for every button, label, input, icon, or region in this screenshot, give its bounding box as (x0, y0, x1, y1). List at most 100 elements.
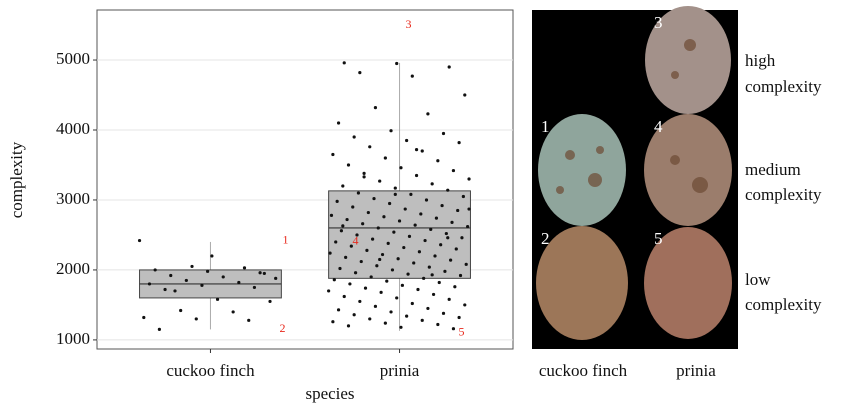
egg-label: 4 (654, 117, 663, 136)
point (426, 307, 429, 310)
point (394, 193, 397, 196)
point (425, 198, 428, 201)
annotation: 3 (406, 17, 412, 31)
point (336, 200, 339, 203)
point (330, 214, 333, 217)
point (399, 166, 402, 169)
point (439, 243, 442, 246)
point (431, 182, 434, 185)
point (421, 319, 424, 322)
point (368, 145, 371, 148)
point (422, 277, 425, 280)
point (347, 163, 350, 166)
point (138, 239, 141, 242)
point (268, 300, 271, 303)
point (163, 288, 166, 291)
point (200, 284, 203, 287)
point (190, 265, 193, 268)
annotation: 2 (279, 321, 285, 335)
point (362, 172, 365, 175)
row-label: high (745, 51, 776, 70)
point (467, 177, 470, 180)
y-tick-label: 5000 (56, 49, 90, 68)
point (173, 289, 176, 292)
point (358, 71, 361, 74)
point (385, 280, 388, 283)
point (384, 156, 387, 159)
point (405, 315, 408, 318)
point (406, 273, 409, 276)
point (463, 303, 466, 306)
point (391, 268, 394, 271)
point (232, 310, 235, 313)
point (377, 226, 380, 229)
point (446, 236, 449, 239)
x-tick-label: cuckoo finch (166, 361, 255, 380)
point (411, 75, 414, 78)
point (142, 316, 145, 319)
point (452, 327, 455, 330)
x-tick-label: prinia (380, 361, 420, 380)
point (448, 298, 451, 301)
point (222, 275, 225, 278)
point (358, 300, 361, 303)
y-tick-label: 3000 (56, 189, 90, 208)
point (370, 275, 373, 278)
point (442, 132, 445, 135)
point (340, 229, 343, 232)
point (154, 268, 157, 271)
point (327, 289, 330, 292)
point (216, 298, 219, 301)
point (467, 207, 470, 210)
point (378, 258, 381, 261)
point (394, 186, 397, 189)
point (445, 232, 448, 235)
point (412, 261, 415, 264)
point (361, 222, 364, 225)
point (148, 282, 151, 285)
point (381, 253, 384, 256)
point (438, 281, 441, 284)
point (433, 254, 436, 257)
annotation: 4 (353, 234, 359, 248)
point (371, 238, 374, 241)
point (442, 312, 445, 315)
point (210, 254, 213, 257)
row-label: complexity (745, 77, 822, 96)
point (463, 93, 466, 96)
annotation: 1 (282, 232, 288, 246)
point (367, 211, 370, 214)
egg-label: 5 (654, 229, 663, 248)
point (465, 263, 468, 266)
point (450, 221, 453, 224)
point (328, 252, 331, 255)
point (365, 249, 368, 252)
point (360, 260, 363, 263)
point (353, 135, 356, 138)
point (378, 179, 381, 182)
point (374, 305, 377, 308)
point (415, 174, 418, 177)
point (440, 204, 443, 207)
point (354, 271, 357, 274)
column-label: cuckoo finch (539, 361, 628, 380)
egg-label: 1 (541, 117, 550, 136)
point (375, 264, 378, 267)
point (414, 224, 417, 227)
point (338, 267, 341, 270)
point (399, 326, 402, 329)
point (345, 218, 348, 221)
box (329, 191, 471, 278)
point (416, 288, 419, 291)
point (398, 219, 401, 222)
row-label: medium (745, 160, 801, 179)
point (395, 62, 398, 65)
point (384, 322, 387, 325)
point (331, 153, 334, 156)
point (466, 225, 469, 228)
point (405, 139, 408, 142)
point (389, 129, 392, 132)
point (408, 235, 411, 238)
point (452, 169, 455, 172)
point (374, 106, 377, 109)
